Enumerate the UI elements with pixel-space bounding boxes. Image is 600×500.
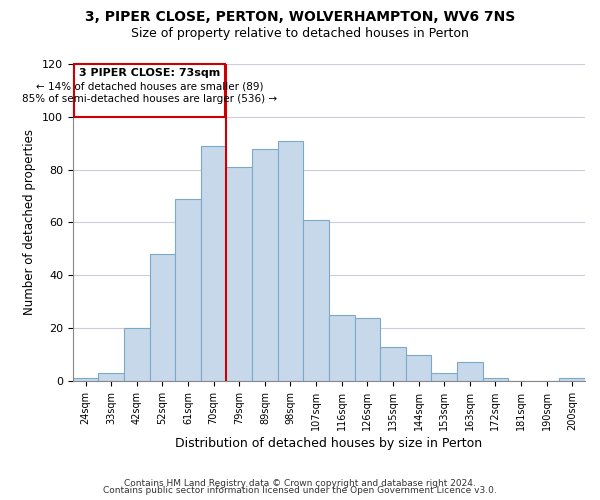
Text: Contains public sector information licensed under the Open Government Licence v3: Contains public sector information licen… <box>103 486 497 495</box>
Text: 3, PIPER CLOSE, PERTON, WOLVERHAMPTON, WV6 7NS: 3, PIPER CLOSE, PERTON, WOLVERHAMPTON, W… <box>85 10 515 24</box>
Bar <box>149 254 175 381</box>
Bar <box>380 346 406 381</box>
FancyBboxPatch shape <box>74 64 225 117</box>
Bar <box>457 362 482 381</box>
Bar <box>98 373 124 381</box>
Bar <box>175 198 201 381</box>
Text: ← 14% of detached houses are smaller (89): ← 14% of detached houses are smaller (89… <box>36 81 263 91</box>
Bar <box>559 378 585 381</box>
Bar <box>329 315 355 381</box>
Y-axis label: Number of detached properties: Number of detached properties <box>23 130 37 316</box>
Bar <box>355 318 380 381</box>
Bar <box>201 146 226 381</box>
Text: Size of property relative to detached houses in Perton: Size of property relative to detached ho… <box>131 28 469 40</box>
Bar <box>406 354 431 381</box>
Bar <box>431 373 457 381</box>
X-axis label: Distribution of detached houses by size in Perton: Distribution of detached houses by size … <box>175 437 482 450</box>
Bar <box>226 167 252 381</box>
Text: 85% of semi-detached houses are larger (536) →: 85% of semi-detached houses are larger (… <box>22 94 277 104</box>
Text: Contains HM Land Registry data © Crown copyright and database right 2024.: Contains HM Land Registry data © Crown c… <box>124 478 476 488</box>
Text: 3 PIPER CLOSE: 73sqm: 3 PIPER CLOSE: 73sqm <box>79 68 220 78</box>
Bar <box>303 220 329 381</box>
Bar <box>73 378 98 381</box>
Bar <box>124 328 149 381</box>
Bar <box>252 148 278 381</box>
Bar <box>482 378 508 381</box>
Bar <box>278 140 303 381</box>
